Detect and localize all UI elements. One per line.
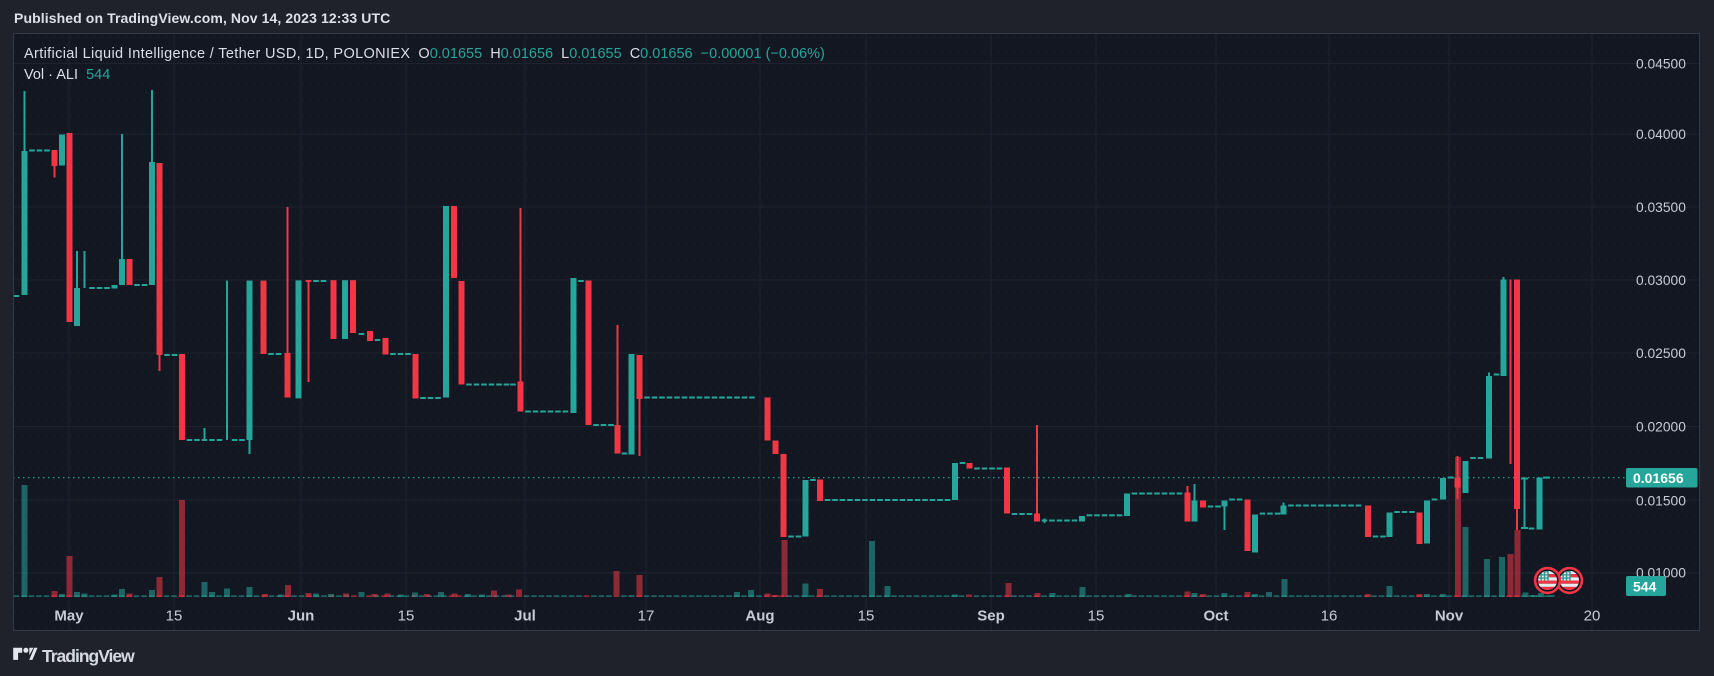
svg-text:Aug: Aug bbox=[745, 608, 774, 625]
svg-text:544: 544 bbox=[1633, 579, 1657, 595]
svg-text:15: 15 bbox=[1088, 608, 1105, 625]
svg-text:0.02500: 0.02500 bbox=[1636, 346, 1686, 361]
svg-text:Jul: Jul bbox=[514, 608, 536, 625]
svg-text:15: 15 bbox=[398, 608, 415, 625]
svg-text:15: 15 bbox=[166, 608, 183, 625]
svg-text:0.01500: 0.01500 bbox=[1636, 494, 1686, 509]
svg-text:Jun: Jun bbox=[288, 608, 315, 625]
svg-text:0.04500: 0.04500 bbox=[1636, 57, 1686, 72]
svg-text:0.03500: 0.03500 bbox=[1636, 200, 1686, 215]
svg-text:Oct: Oct bbox=[1203, 608, 1228, 625]
svg-text:Nov: Nov bbox=[1435, 608, 1464, 625]
svg-text:Sep: Sep bbox=[977, 608, 1005, 625]
svg-text:16: 16 bbox=[1321, 608, 1338, 625]
svg-text:17: 17 bbox=[638, 608, 655, 625]
svg-text:0.01656: 0.01656 bbox=[1633, 470, 1684, 486]
svg-text:May: May bbox=[54, 608, 84, 625]
svg-text:0.02000: 0.02000 bbox=[1636, 420, 1686, 435]
svg-text:0.04000: 0.04000 bbox=[1636, 127, 1686, 142]
svg-text:15: 15 bbox=[858, 608, 875, 625]
svg-text:20: 20 bbox=[1584, 608, 1601, 625]
svg-text:0.03000: 0.03000 bbox=[1636, 273, 1686, 288]
